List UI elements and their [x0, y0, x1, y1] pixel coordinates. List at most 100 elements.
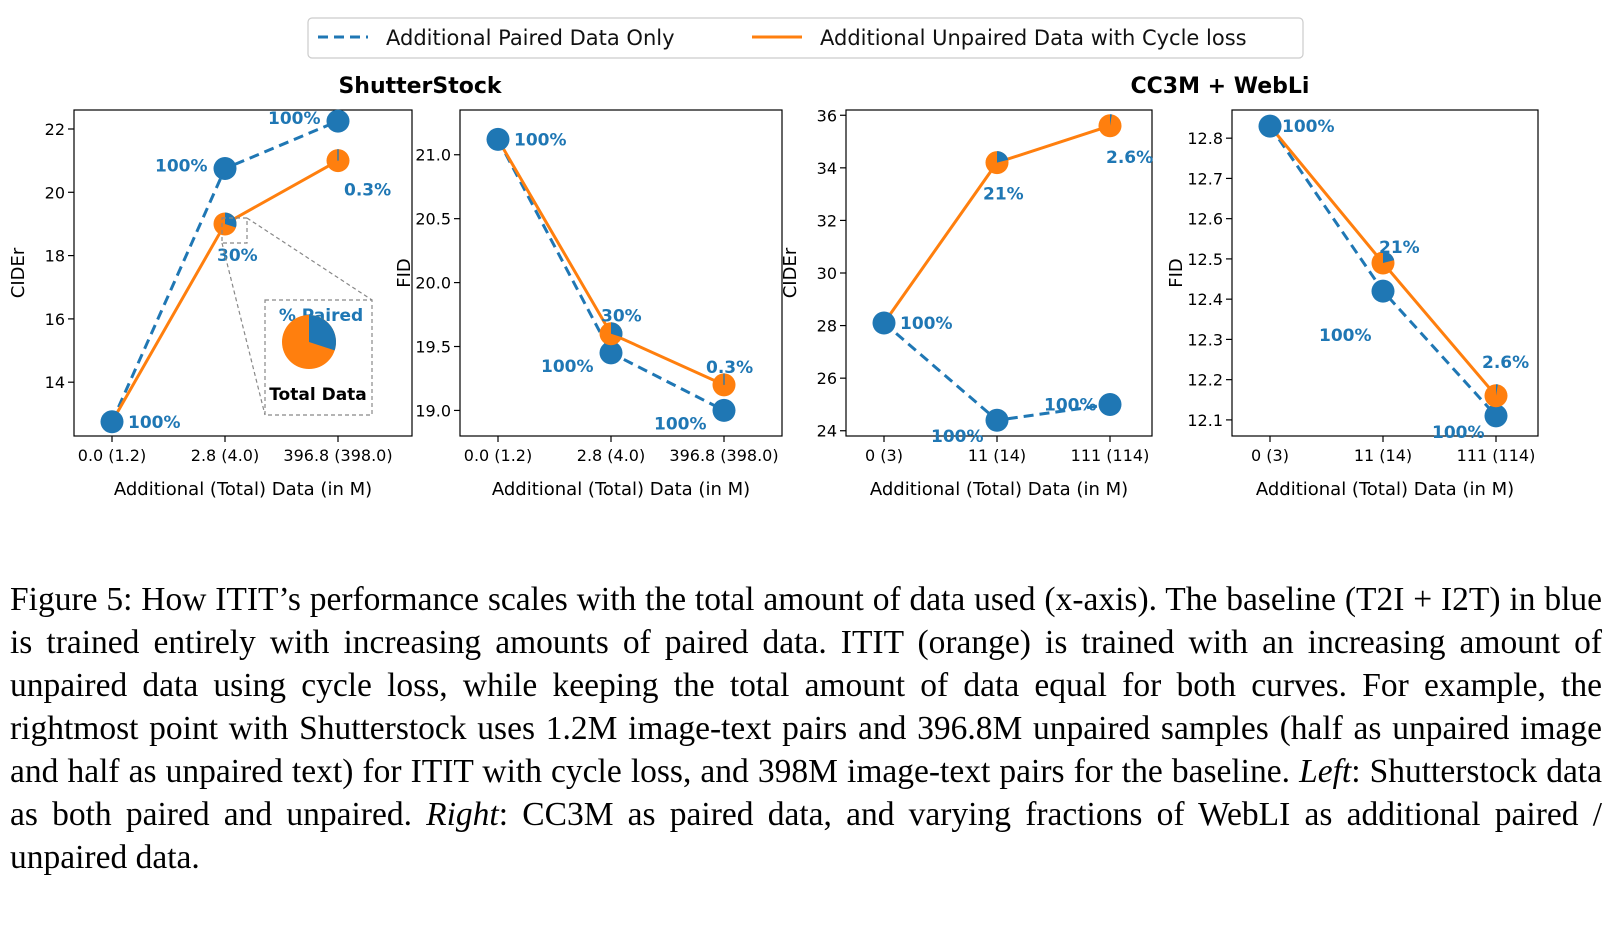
y-tick-label: 36	[817, 106, 837, 125]
pct-label-paired: 100%	[1282, 117, 1335, 137]
y-tick-label: 19.0	[415, 401, 451, 420]
pct-label-unpaired: 2.6%	[1482, 353, 1529, 373]
inset-label: Total Data	[269, 385, 367, 405]
marker-paired	[213, 157, 237, 181]
marker-paired	[326, 109, 350, 133]
group-title-shutterstock: ShutterStock	[338, 74, 502, 99]
legend-frame	[307, 17, 1304, 59]
y-tick-label: 12.5	[1187, 250, 1223, 269]
marker-unpaired-pie	[1371, 251, 1395, 275]
marker-unpaired-pie-paired-slice	[1496, 384, 1498, 396]
y-tick-label: 12.1	[1187, 411, 1223, 430]
pct-label-unpaired: 0.3%	[344, 181, 391, 201]
caption-part-2: : Shutterstock data as both paired and u…	[10, 753, 1602, 833]
x-tick-label: 11 (14)	[968, 446, 1026, 465]
marker-unpaired-pie-unpaired-slice	[1098, 114, 1122, 138]
marker-unpaired-pie	[213, 212, 237, 236]
plot-frame	[73, 109, 413, 437]
marker-unpaired-pie-paired-slice	[1110, 114, 1112, 126]
marker-paired	[486, 127, 510, 151]
inset-pie-chart	[282, 315, 336, 369]
x-tick-label: 2.8 (4.0)	[191, 446, 259, 465]
x-tick-label: 111 (114)	[1457, 446, 1536, 465]
pct-label-paired: 100%	[931, 427, 984, 447]
zoom-box	[221, 217, 248, 244]
x-tick-label: 0.0 (1.2)	[464, 446, 532, 465]
marker-unpaired-pie	[326, 149, 350, 173]
y-tick-label: 20	[45, 183, 65, 202]
inset-pie	[282, 315, 336, 369]
figure-caption: Figure 5: How ITIT’s performance scales …	[10, 578, 1602, 879]
pct-label-unpaired: 30%	[217, 246, 258, 266]
y-tick-label: 20.0	[415, 274, 451, 293]
legend: Additional Paired Data Only Additional U…	[307, 17, 1304, 59]
legend-unpaired-label: Additional Unpaired Data with Cycle loss	[820, 26, 1247, 50]
legend-paired-label: Additional Paired Data Only	[386, 26, 675, 50]
marker-unpaired-pie	[1098, 114, 1122, 138]
pct-label-paired: 100%	[541, 357, 594, 377]
caption-part-3: : CC3M as paired data, and varying fract…	[10, 796, 1602, 876]
chart-shutterstock-cider: 14 16 18 20 22 0.0 (1.2) 2.8 (4.0) 396.8 (398.0…	[8, 109, 413, 500]
zoom-connector-bottom	[221, 242, 266, 416]
pct-label-paired: 100%	[1319, 326, 1372, 346]
marker-paired	[872, 311, 896, 335]
marker-paired	[1484, 404, 1508, 428]
chart-shutterstock-fid: 19.0 19.5 20.0 20.5 21.0 0.0 (1.2) 2.8 (4.0) 39…	[394, 109, 783, 500]
pct-label-paired: 100%	[1432, 423, 1485, 443]
y-tick-label: 20.5	[415, 210, 451, 229]
y-tick-label: 21.0	[415, 146, 451, 165]
y-tick-label: 24	[817, 422, 837, 441]
y-axis-label: CIDEr	[780, 247, 801, 298]
y-tick-label: 12.7	[1187, 169, 1223, 188]
marker-unpaired-pie-paired-slice	[611, 322, 623, 338]
pct-label-paired: 100%	[1044, 395, 1097, 415]
x-axis-label: Additional (Total) Data (in M)	[114, 479, 372, 500]
pct-label-paired: 100%	[514, 130, 567, 150]
y-axis-label: FID	[1166, 258, 1187, 288]
x-axis-label: Additional (Total) Data (in M)	[492, 479, 750, 500]
marker-paired	[1098, 392, 1122, 416]
marker-unpaired-pie-paired-slice	[225, 212, 237, 228]
x-tick-label: 0.0 (1.2)	[78, 446, 146, 465]
marker-paired	[712, 398, 736, 422]
y-tick-label: 28	[817, 317, 837, 336]
x-tick-label: 2.8 (4.0)	[577, 446, 645, 465]
y-tick-label: 12.2	[1187, 371, 1223, 390]
caption-left-label: Left	[1299, 753, 1352, 790]
marker-unpaired-pie	[1484, 384, 1508, 408]
marker-paired	[985, 408, 1009, 432]
y-tick-label: 12.6	[1187, 210, 1223, 229]
x-tick-label: 11 (14)	[1354, 446, 1412, 465]
y-axis-label: FID	[394, 258, 415, 288]
caption-right-label: Right	[426, 796, 499, 833]
inset-callout: % Paired Total Data	[221, 217, 373, 416]
x-tick-label: 396.8 (398.0)	[669, 446, 778, 465]
y-tick-label: 12.3	[1187, 330, 1223, 349]
y-tick-label: 26	[817, 369, 837, 388]
caption-part-1: Figure 5: How ITIT’s performance scales …	[10, 581, 1602, 790]
inset-pie-chart-paired-slice	[309, 315, 336, 351]
pct-label-unpaired: 21%	[1379, 238, 1420, 258]
y-tick-label: 30	[817, 264, 837, 283]
y-tick-label: 32	[817, 211, 837, 230]
pct-label-unpaired: 2.6%	[1106, 148, 1153, 168]
chart-cc3m-webli-cider: 24 26 28 30 32 34 36 0 (3) 11 (14) 111 (114) Addit…	[780, 106, 1153, 500]
pct-label-paired: 100%	[900, 314, 953, 334]
group-title-cc3m-webli: CC3M + WebLi	[1131, 74, 1310, 99]
pct-label-unpaired: 0.3%	[706, 358, 753, 378]
plot-frame	[459, 109, 783, 437]
x-tick-label: 396.8 (398.0)	[283, 446, 392, 465]
x-axis-label: Additional (Total) Data (in M)	[1256, 479, 1514, 500]
marker-paired	[1258, 114, 1282, 138]
marker-unpaired-pie	[985, 151, 1009, 175]
y-tick-label: 14	[45, 373, 65, 392]
y-tick-label: 18	[45, 247, 65, 266]
x-tick-label: 0 (3)	[1251, 446, 1289, 465]
y-axis-label: CIDEr	[8, 247, 29, 298]
marker-unpaired-pie	[712, 373, 736, 397]
marker-unpaired-pie-paired-slice	[1383, 251, 1395, 263]
marker-paired	[599, 341, 623, 365]
pct-label-paired: 100%	[268, 109, 321, 129]
y-tick-label: 12.8	[1187, 129, 1223, 148]
marker-unpaired-pie-paired-slice	[997, 151, 1009, 163]
